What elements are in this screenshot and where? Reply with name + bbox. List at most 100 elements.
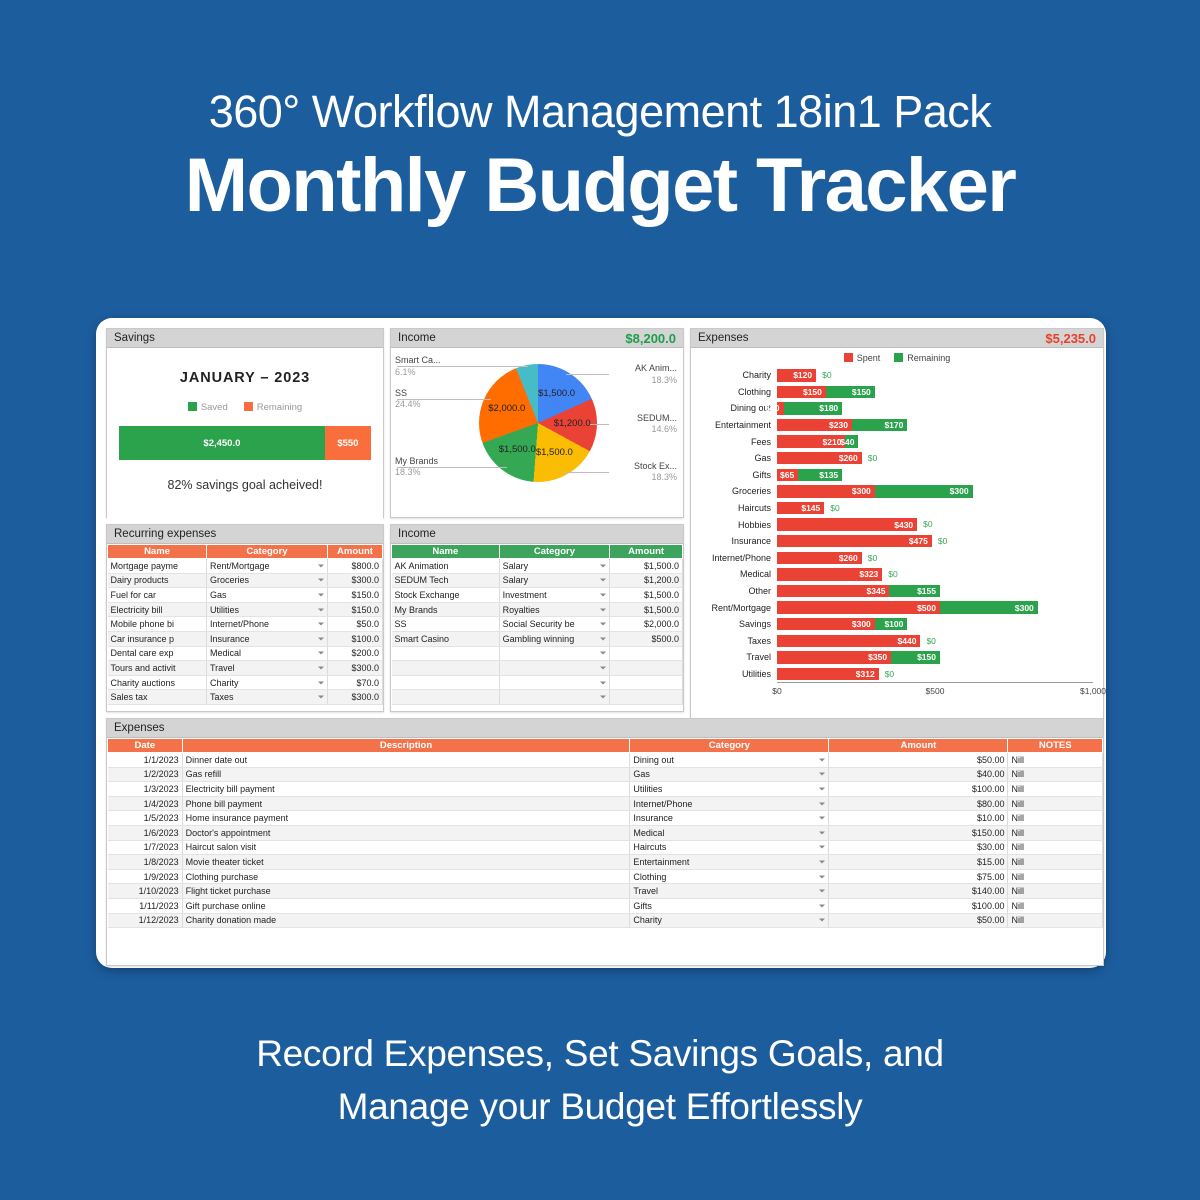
column-header[interactable]: Description (181, 738, 631, 753)
table-cell[interactable]: 1/4/2023 (107, 796, 183, 812)
table-cell[interactable] (391, 660, 500, 676)
chevron-down-icon[interactable] (600, 578, 607, 582)
category-dropdown-cell[interactable]: Travel (206, 660, 328, 676)
table-cell[interactable]: $30.00 (828, 840, 1009, 856)
table-cell[interactable]: $2,000.0 (609, 616, 683, 632)
table-cell[interactable]: Fuel for car (107, 587, 207, 603)
table-cell[interactable] (391, 675, 500, 691)
chevron-down-icon[interactable] (819, 918, 826, 922)
table-cell[interactable]: $50.00 (828, 913, 1009, 929)
table-row[interactable]: Car insurance p Insurance $100.0 (107, 631, 383, 647)
chevron-down-icon[interactable] (819, 845, 826, 849)
table-cell[interactable]: Sales tax (107, 689, 207, 705)
chevron-down-icon[interactable] (819, 772, 826, 776)
table-row[interactable]: 1/3/2023 Electricity bill payment Utilitie… (107, 781, 1103, 797)
chevron-down-icon[interactable] (819, 787, 826, 791)
table-row[interactable]: Dairy products Groceries $300.0 (107, 573, 383, 589)
table-cell[interactable]: Dairy products (107, 573, 207, 589)
table-cell[interactable]: Dental care exp (107, 646, 207, 662)
table-cell[interactable]: 1/9/2023 (107, 869, 183, 885)
table-cell[interactable]: $10.00 (828, 810, 1009, 826)
table-cell[interactable]: Charity auctions (107, 675, 207, 691)
category-dropdown-cell[interactable] (499, 646, 611, 662)
table-cell[interactable]: $150.0 (327, 602, 383, 618)
table-cell[interactable]: $100.0 (327, 631, 383, 647)
chevron-down-icon[interactable] (318, 637, 324, 641)
table-cell[interactable]: Nill (1007, 913, 1103, 929)
chevron-down-icon[interactable] (318, 651, 324, 655)
table-row[interactable] (391, 660, 683, 676)
table-cell[interactable]: 1/12/2023 (107, 913, 183, 929)
category-dropdown-cell[interactable]: Salary (499, 558, 611, 574)
chevron-down-icon[interactable] (318, 695, 324, 699)
chevron-down-icon[interactable] (318, 681, 324, 685)
table-cell[interactable]: $200.0 (327, 646, 383, 662)
table-cell[interactable]: $1,500.0 (609, 602, 683, 618)
table-cell[interactable]: $80.00 (828, 796, 1009, 812)
chevron-down-icon[interactable] (600, 608, 607, 612)
table-cell[interactable]: Electricity bill payment (182, 781, 631, 797)
category-dropdown-cell[interactable] (499, 660, 611, 676)
table-row[interactable]: AK Animation Salary $1,500.0 (391, 558, 683, 574)
table-cell[interactable]: 1/8/2023 (107, 854, 183, 870)
table-cell[interactable]: Doctor's appointment (182, 825, 631, 841)
income-table[interactable]: Name Category Amount AK Animation Salary $1,5… (391, 544, 683, 705)
table-cell[interactable]: $1,500.0 (609, 587, 683, 603)
category-dropdown-cell[interactable]: Gas (629, 767, 830, 783)
table-row[interactable]: 1/11/2023 Gift purchase online Gifts $100.0… (107, 898, 1103, 914)
table-cell[interactable]: Nill (1007, 781, 1103, 797)
table-cell[interactable]: $140.00 (828, 883, 1009, 899)
category-dropdown-cell[interactable]: Medical (206, 646, 328, 662)
table-cell[interactable]: Mobile phone bi (107, 616, 207, 632)
column-header[interactable]: Name (391, 544, 500, 559)
category-dropdown-cell[interactable]: Social Security be (499, 616, 611, 632)
category-dropdown-cell[interactable]: Utilities (206, 602, 328, 618)
category-dropdown-cell[interactable]: Entertainment (629, 854, 830, 870)
chevron-down-icon[interactable] (819, 904, 826, 908)
table-cell[interactable]: Tours and activit (107, 660, 207, 676)
table-cell[interactable]: Nill (1007, 840, 1103, 856)
table-row[interactable] (391, 689, 683, 705)
table-row[interactable]: Stock Exchange Investment $1,500.0 (391, 587, 683, 603)
table-row[interactable]: Mobile phone bi Internet/Phone $50.0 (107, 616, 383, 632)
table-row[interactable]: Sales tax Taxes $300.0 (107, 689, 383, 705)
table-cell[interactable] (391, 689, 500, 705)
category-dropdown-cell[interactable]: Taxes (206, 689, 328, 705)
table-cell[interactable]: Car insurance p (107, 631, 207, 647)
column-header[interactable]: Amount (609, 544, 683, 559)
category-dropdown-cell[interactable] (499, 675, 611, 691)
table-cell[interactable] (609, 660, 683, 676)
chevron-down-icon[interactable] (600, 593, 607, 597)
table-cell[interactable]: Charity donation made (182, 913, 631, 929)
category-dropdown-cell[interactable]: Groceries (206, 573, 328, 589)
table-row[interactable]: 1/2/2023 Gas refill Gas $40.00 Nill (107, 767, 1103, 783)
table-cell[interactable]: 1/10/2023 (107, 883, 183, 899)
table-cell[interactable]: 1/7/2023 (107, 840, 183, 856)
category-dropdown-cell[interactable]: Dining out (629, 752, 830, 768)
table-row[interactable]: 1/9/2023 Clothing purchase Clothing $75.00 N… (107, 869, 1103, 885)
category-dropdown-cell[interactable]: Charity (629, 913, 830, 929)
table-cell[interactable]: Gas refill (182, 767, 631, 783)
table-cell[interactable]: Home insurance payment (182, 810, 631, 826)
table-cell[interactable]: Dinner date out (182, 752, 631, 768)
chevron-down-icon[interactable] (819, 802, 826, 806)
table-row[interactable]: Dental care exp Medical $200.0 (107, 646, 383, 662)
table-row[interactable]: 1/12/2023 Charity donation made Charity $50… (107, 913, 1103, 929)
category-dropdown-cell[interactable]: Gas (206, 587, 328, 603)
category-dropdown-cell[interactable]: Investment (499, 587, 611, 603)
table-cell[interactable]: 1/2/2023 (107, 767, 183, 783)
category-dropdown-cell[interactable]: Haircuts (629, 840, 830, 856)
table-row[interactable]: My Brands Royalties $1,500.0 (391, 602, 683, 618)
table-cell[interactable]: $300.0 (327, 689, 383, 705)
chevron-down-icon[interactable] (600, 637, 607, 641)
table-row[interactable]: 1/1/2023 Dinner date out Dining out $50.00 N… (107, 752, 1103, 768)
table-cell[interactable]: $75.00 (828, 869, 1009, 885)
chevron-down-icon[interactable] (318, 622, 324, 626)
table-row[interactable] (391, 646, 683, 662)
table-cell[interactable]: 1/3/2023 (107, 781, 183, 797)
table-row[interactable]: Fuel for car Gas $150.0 (107, 587, 383, 603)
table-row[interactable]: SEDUM Tech Salary $1,200.0 (391, 573, 683, 589)
table-row[interactable]: 1/5/2023 Home insurance payment Insurance $… (107, 810, 1103, 826)
category-dropdown-cell[interactable]: Insurance (206, 631, 328, 647)
category-dropdown-cell[interactable]: Utilities (629, 781, 830, 797)
